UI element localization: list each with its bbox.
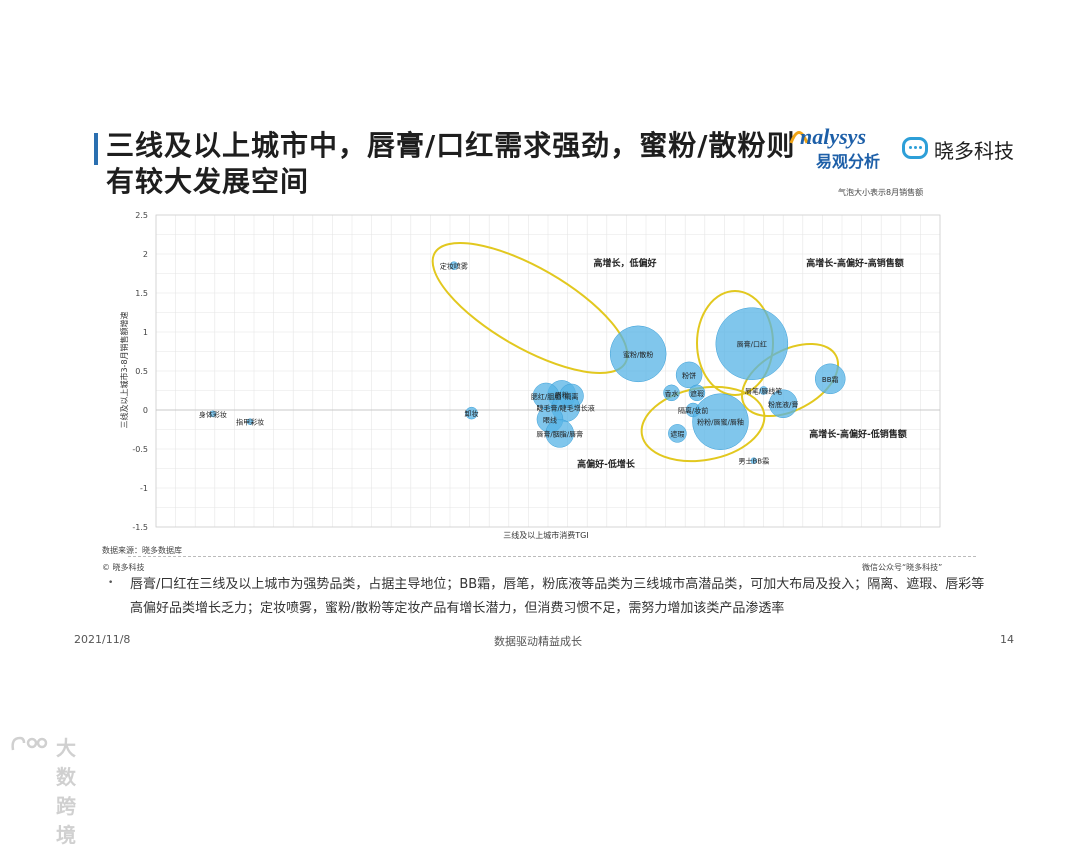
title-line-1: 三线及以上城市中，唇膏/口红需求强劲，蜜粉/散粉则 xyxy=(106,129,796,162)
footer-date: 2021/11/8 xyxy=(74,633,131,646)
bubble-point xyxy=(668,424,687,443)
xiaoduo-logo: 晓多科技 xyxy=(902,134,1022,164)
y-tick-label: 0.5 xyxy=(135,367,148,376)
bubble-point xyxy=(715,307,789,380)
quadrant-annotation: 高增长-高偏好-低销售额 xyxy=(809,428,906,440)
watermark-text: 大数跨境 xyxy=(56,736,76,847)
bubble-label: BB霜 xyxy=(822,376,839,384)
bubble-point xyxy=(465,406,478,420)
bubble-label: 定妆喷雾 xyxy=(440,262,468,271)
y-tick-label: 0 xyxy=(143,406,148,415)
y-tick-label: -1 xyxy=(140,484,148,493)
bubble-label: 卸妆 xyxy=(465,409,479,418)
bubble-point xyxy=(545,419,575,448)
plot-frame xyxy=(155,214,941,528)
quadrant-annotation: 高增长，低偏好 xyxy=(593,257,656,269)
analysys-logo: nalysys 易观分析 xyxy=(789,124,898,172)
data-source: 数据来源：晓多数据库 xyxy=(102,546,182,555)
bubble-label: 香水 xyxy=(664,389,678,398)
copyright: © 晓多科技 xyxy=(102,563,145,572)
y-tick-label: 1 xyxy=(143,328,148,337)
bubble-label: 唇笔/唇线笔 xyxy=(745,387,782,396)
bubble-point xyxy=(814,363,846,395)
bubble-label: 隔离 xyxy=(565,392,579,401)
xiaoduo-logo-text: 晓多科技 xyxy=(934,139,1014,163)
bubble-point xyxy=(663,384,680,402)
quadrant-annotation: 高增长-高偏好-高销售额 xyxy=(806,257,903,269)
y-axis-label: 三线及以上城市3-8月销售额增速 xyxy=(119,311,129,428)
bubble-series xyxy=(209,261,846,464)
y-tick-label: 1.5 xyxy=(135,289,148,298)
bubble-label: 遮瑕 xyxy=(690,389,704,398)
bubble-size-note: 气泡大小表示8月销售额 xyxy=(838,188,924,197)
page-number: 14 xyxy=(1000,633,1014,646)
bubble-label: 隔离/妆前 xyxy=(678,406,708,415)
title-line-2: 有较大发展空间 xyxy=(106,165,310,198)
bubble-label: 蜜粉/散粉 xyxy=(623,350,653,359)
chat-bubble-icon xyxy=(902,137,928,159)
analysys-a-icon xyxy=(789,131,809,144)
bubble-label: 身体彩妆 xyxy=(199,410,227,419)
title-accent-bar xyxy=(94,133,98,165)
bullet-dot: • xyxy=(108,578,114,588)
y-tick-label: 2.5 xyxy=(135,211,148,220)
y-tick-label: -0.5 xyxy=(132,445,148,454)
analysys-logo-subtext: 易观分析 xyxy=(816,152,881,171)
wechat-account: 微信公众号“晓多科技” xyxy=(862,563,943,572)
bubble-point xyxy=(609,325,667,383)
watermark-logo-icon xyxy=(11,736,48,751)
bubble-label: 粉饼 xyxy=(682,371,696,380)
bubble-label: 遮瑕 xyxy=(670,429,684,438)
y-tick-label: 2 xyxy=(143,250,148,259)
analysys-logo-text: nalysys xyxy=(800,124,866,149)
bubble-label: 眉粉 xyxy=(555,390,569,399)
bubble-point xyxy=(246,418,254,425)
bubble-label: 唇膏/口红 xyxy=(737,340,767,349)
bubble-point xyxy=(750,457,758,464)
bubble-point xyxy=(675,361,703,389)
page-title: 三线及以上城市中，唇膏/口红需求强劲，蜜粉/散粉则 有较大发展空间 xyxy=(106,128,806,200)
footer-divider xyxy=(128,556,976,557)
bubble-label: 指甲彩妆 xyxy=(236,418,264,427)
y-tick-label: -1.5 xyxy=(132,523,148,532)
bubble-point xyxy=(688,384,706,402)
bubble-point xyxy=(449,261,459,270)
bubble-label: 腮红/胭脂 xyxy=(531,392,561,401)
bubble-label: 睫毛膏/睫毛增长液 xyxy=(536,404,594,413)
bubble-point xyxy=(692,393,749,450)
bubble-label: 眼线 xyxy=(543,415,557,424)
footer-slogan: 数据驱动精益成长 xyxy=(494,635,582,648)
summary-note: 唇膏/口红在三线及以上城市为强势品类，占据主导地位；BB霜，唇笔，粉底液等品类为… xyxy=(130,577,985,616)
bubble-label: 粉粉/唇蜜/唇釉 xyxy=(697,418,744,427)
bubble-point xyxy=(209,410,217,418)
bubble-label: 唇膏/胭脂/唇膏 xyxy=(536,429,583,438)
bubble-point xyxy=(759,386,768,395)
bubble-label: 男士BB霜 xyxy=(738,457,769,466)
y-axis-ticks: 2.5 2 1.5 1 0.5 0 -0.5 -1 -1.5 xyxy=(132,211,148,532)
bubble-point xyxy=(768,389,798,419)
quadrant-annotation: 高偏好-低增长 xyxy=(577,458,636,470)
x-axis-label: 三线及以上城市消费TGI xyxy=(503,530,588,540)
bubble-label: 粉底液/膏 xyxy=(768,400,798,409)
